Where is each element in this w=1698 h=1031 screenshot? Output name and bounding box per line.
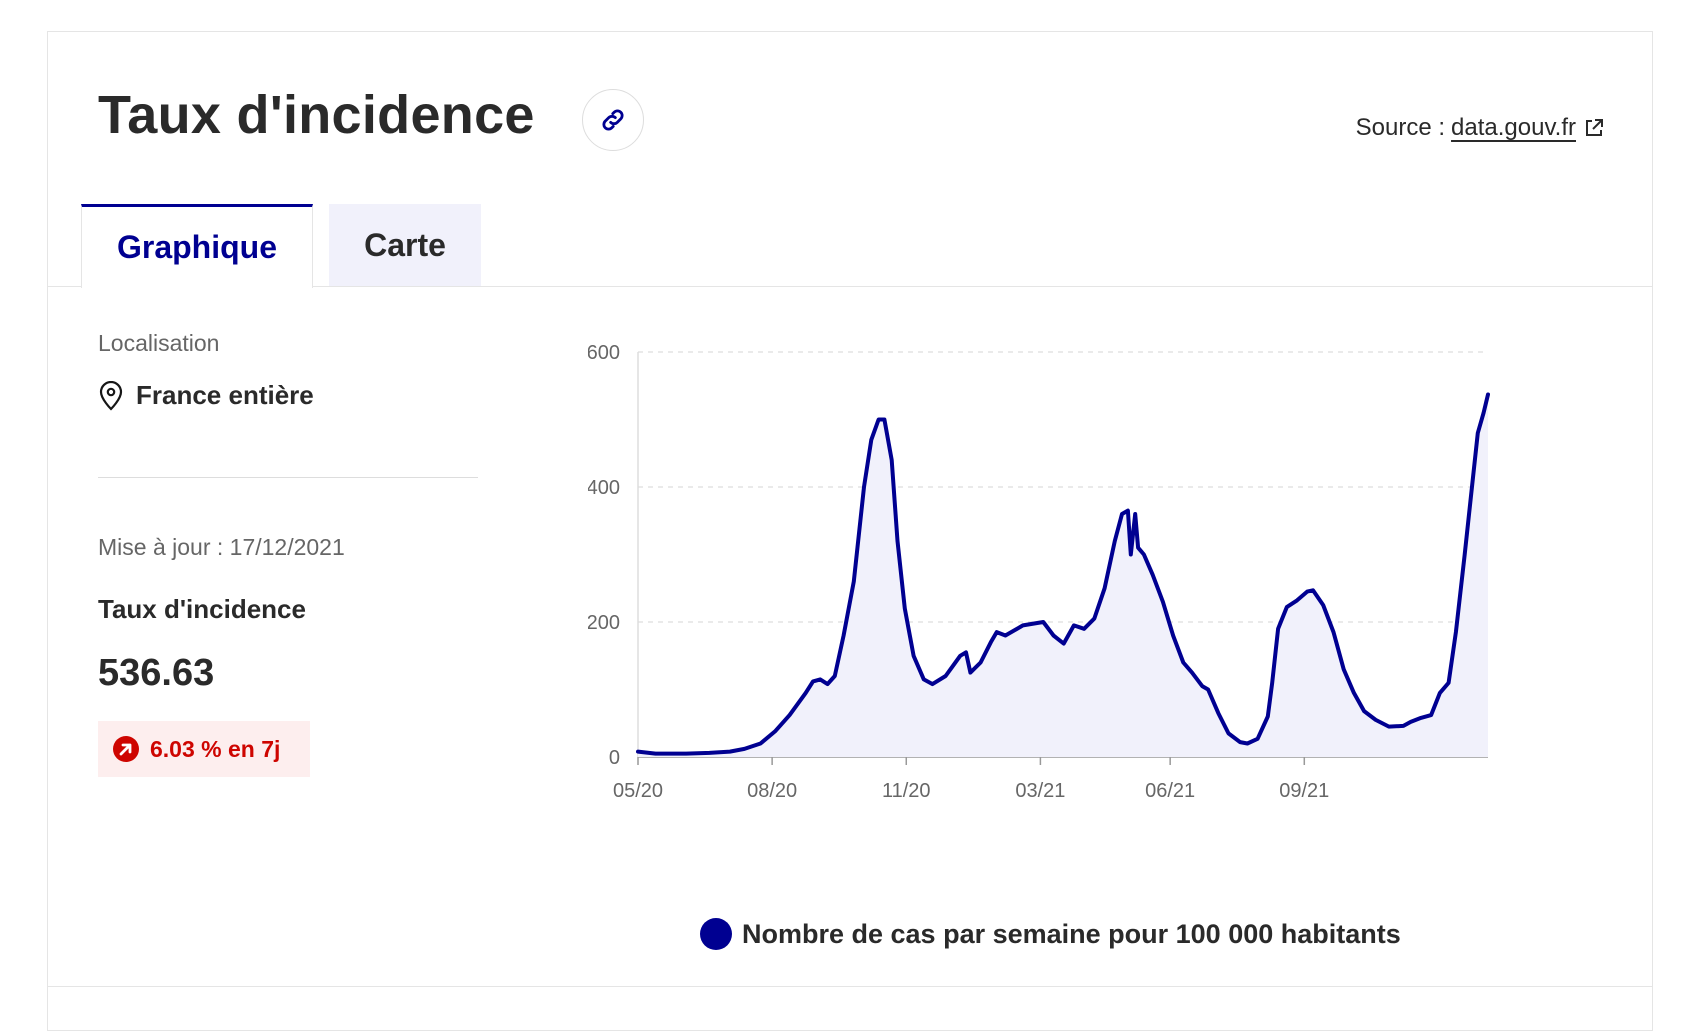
x-tick-label: 03/21 (1015, 780, 1065, 802)
series-line (636, 392, 1490, 756)
legend-dot (700, 918, 732, 950)
x-tick-label: 09/21 (1279, 780, 1329, 802)
tab-divider (48, 286, 1652, 287)
source-link[interactable]: data.gouv.fr (1451, 114, 1604, 142)
external-link-icon (1586, 119, 1603, 136)
source-info: Source : data.gouv.fr (1356, 114, 1604, 142)
card-bottom-divider (48, 986, 1652, 987)
panel-divider (98, 477, 478, 478)
location-label: Localisation (98, 330, 220, 356)
x-tick-label: 06/21 (1145, 780, 1195, 802)
tab-bar: Graphique Carte (81, 204, 481, 288)
tab-graphique[interactable]: Graphique (81, 204, 313, 288)
y-tick-label: 0 (609, 747, 620, 769)
x-tick-label: 11/20 (882, 780, 931, 802)
incidence-chart: 0 200 400 600 05/20 08/20 11/20 03/21 06/21 09/21 (588, 342, 1490, 802)
map-pin-icon (99, 380, 123, 411)
location-value: France entière (136, 380, 314, 410)
page-title: Taux d'incidence (98, 85, 535, 145)
source-link-label: data.gouv.fr (1451, 114, 1576, 141)
x-tick-label: 08/20 (747, 780, 797, 802)
tab-carte[interactable]: Carte (329, 204, 481, 286)
source-prefix: Source : (1355, 114, 1446, 141)
y-tick-label: 600 (588, 342, 620, 364)
copy-link-button[interactable] (582, 89, 644, 151)
legend-label: Nombre de cas par semaine pour 100 000 h… (742, 918, 1401, 949)
metric-value: 536.63 (98, 652, 215, 694)
metric-label: Taux d'incidence (98, 594, 306, 624)
incidence-card: Taux d'incidence Source : data.gouv.fr G… (47, 31, 1653, 1031)
chart-legend: Nombre de cas par semaine pour 100 000 h… (700, 918, 1401, 950)
y-tick-label: 200 (588, 612, 620, 634)
arrow-up-right-icon (113, 736, 139, 762)
link-icon (602, 109, 624, 131)
y-tick-label: 400 (588, 477, 620, 499)
x-tick-label: 05/20 (613, 780, 663, 802)
update-date: Mise à jour : 17/12/2021 (98, 534, 345, 560)
trend-badge: 6.03 % en 7j (98, 721, 310, 777)
location-selector[interactable]: France entière (98, 380, 314, 411)
trend-text: 6.03 % en 7j (150, 735, 281, 762)
